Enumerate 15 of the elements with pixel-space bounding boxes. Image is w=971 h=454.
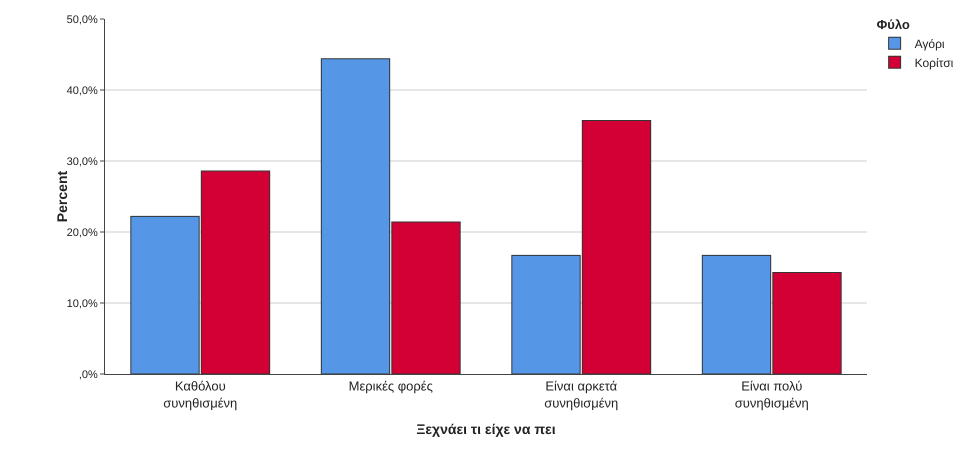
y-tick-label: 30,0% <box>66 156 98 168</box>
legend-label: Αγόρι <box>914 36 945 51</box>
x-tick-label: Μερικές φορές <box>348 378 433 394</box>
y-tick-label: 50,0% <box>66 14 98 26</box>
x-axis-title: Ξεχνάει τι είχε να πει <box>416 420 556 437</box>
x-tick-label: Είναι αρκετά συνηθισμένη <box>544 378 618 410</box>
y-tick-label: ,0% <box>78 368 98 381</box>
y-tick-label: 40,0% <box>66 84 98 97</box>
legend-title: Φύλο <box>876 16 910 32</box>
y-tick-label: 10,0% <box>66 298 98 310</box>
y-axis-title: Percent <box>54 170 70 222</box>
y-tick-label: 20,0% <box>66 226 98 239</box>
x-tick-label: Είναι πολύ συνηθισμένη <box>734 378 809 410</box>
legend-label: Κορίτσι <box>914 56 954 70</box>
x-tick-label: Καθόλου συνηθισμένη <box>163 378 238 410</box>
